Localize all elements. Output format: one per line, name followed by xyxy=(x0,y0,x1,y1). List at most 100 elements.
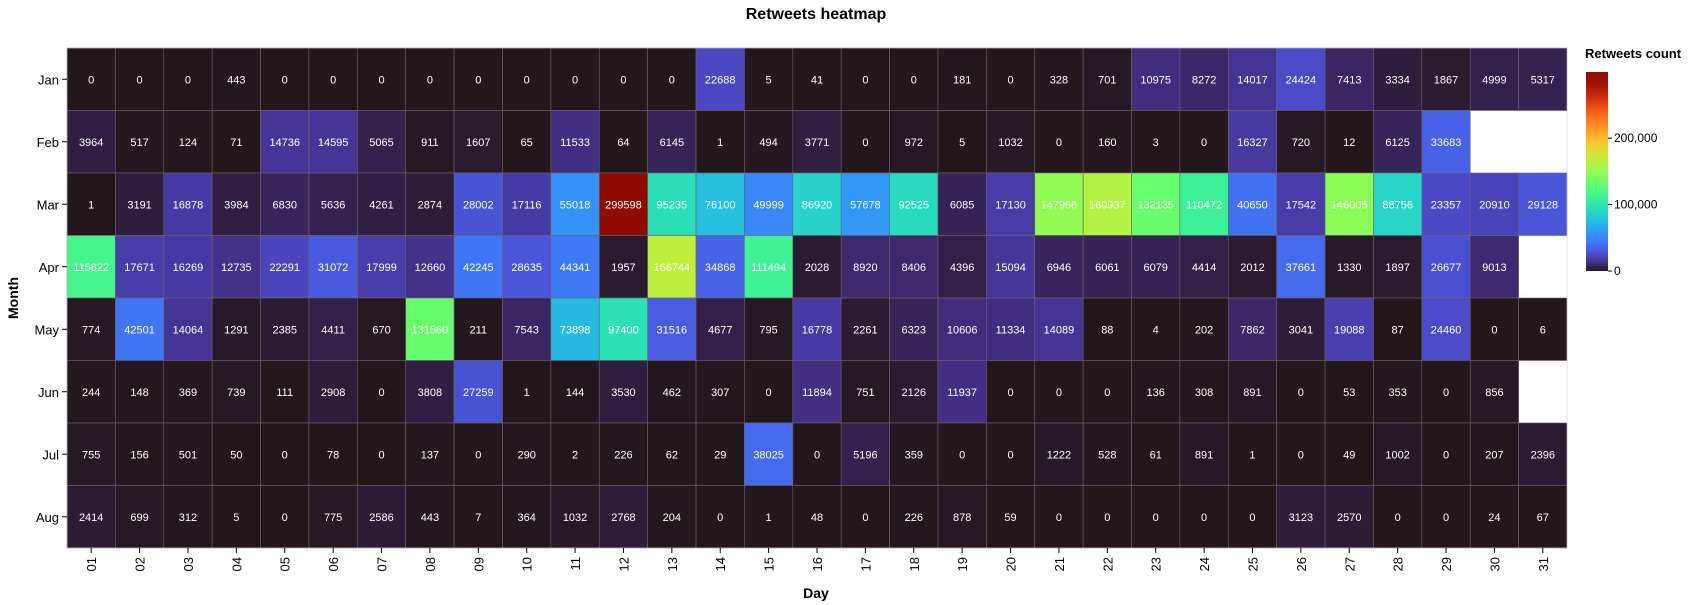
cell-value-label: 17542 xyxy=(1286,199,1317,211)
heatmap-cell xyxy=(1034,47,1084,111)
cell-value-label: 528 xyxy=(1098,449,1116,461)
cell-value-label: 3984 xyxy=(224,199,248,211)
heatmap-cell xyxy=(986,422,1036,486)
cell-value-label: 160937 xyxy=(1089,199,1126,211)
heatmap-cell xyxy=(550,360,600,424)
x-tick-label: 14 xyxy=(713,557,728,571)
heatmap-cell xyxy=(1421,172,1471,236)
cell-value-label: 8406 xyxy=(902,262,926,274)
cell-value-label: 0 xyxy=(862,512,868,524)
cell-value-label: 1330 xyxy=(1337,262,1361,274)
heatmap-cell xyxy=(1082,110,1132,174)
heatmap-cells: 0 0 0 443 0 0 0 0 0 0 0 0 0 22688 5 41 0 0 181 0 328 701 10975… xyxy=(66,47,1568,549)
x-axis: 01 02 03 04 05 06 07 08 09 10 11 12 13 14 15 16 17 18 19 20… xyxy=(84,548,1551,571)
heatmap-cell xyxy=(792,360,842,424)
cell-value-label: 0 xyxy=(1201,512,1207,524)
cell-value-label: 76100 xyxy=(705,199,736,211)
cell-value-label: 3334 xyxy=(1385,74,1409,86)
cell-value-label: 0 xyxy=(1443,449,1449,461)
cell-value-label: 4261 xyxy=(369,199,393,211)
heatmap-cell xyxy=(1518,297,1568,361)
cell-value-label: 22688 xyxy=(705,74,736,86)
heatmap-cell xyxy=(1179,110,1229,174)
heatmap-cell xyxy=(405,110,455,174)
x-tick-label: 01 xyxy=(84,557,99,571)
cell-value-label: 37661 xyxy=(1286,262,1317,274)
heatmap-cell xyxy=(1034,297,1084,361)
cell-value-label: 226 xyxy=(614,449,632,461)
cell-value-label: 3808 xyxy=(418,387,442,399)
cell-value-label: 0 xyxy=(1104,387,1110,399)
x-tick-label: 15 xyxy=(762,557,777,571)
heatmap-cell xyxy=(1373,172,1423,236)
y-tick-label: Jan xyxy=(38,72,59,87)
heatmap-cell xyxy=(1469,235,1519,299)
cell-value-label: 64 xyxy=(617,137,629,149)
heatmap-cell xyxy=(744,235,794,299)
x-tick-label: 07 xyxy=(375,557,390,571)
heatmap-cell xyxy=(550,422,600,486)
x-tick-label: 05 xyxy=(278,557,293,571)
heatmap-cell xyxy=(66,297,116,361)
cell-value-label: 20910 xyxy=(1479,199,1510,211)
cell-value-label: 443 xyxy=(421,512,439,524)
heatmap-cell xyxy=(744,422,794,486)
heatmap-cell xyxy=(937,47,987,111)
legend-tick-label: 200,000 xyxy=(1614,131,1658,145)
cell-value-label: 0 xyxy=(378,387,384,399)
cell-value-label: 2126 xyxy=(902,387,926,399)
heatmap-cell xyxy=(1421,235,1471,299)
heatmap-cell xyxy=(260,47,310,111)
heatmap-cell xyxy=(1373,110,1423,174)
y-tick-label: Jul xyxy=(42,447,59,462)
heatmap-cell xyxy=(211,360,261,424)
heatmap-cell xyxy=(1179,297,1229,361)
heatmap-cell xyxy=(308,47,358,111)
heatmap-cell xyxy=(115,47,165,111)
heatmap-cell xyxy=(453,422,503,486)
x-tick-label: 21 xyxy=(1052,557,1067,571)
cell-value-label: 0 xyxy=(475,74,481,86)
heatmap-cell xyxy=(163,235,213,299)
cell-value-label: 0 xyxy=(282,449,288,461)
cell-value-label: 2261 xyxy=(853,324,877,336)
heatmap-cell xyxy=(1179,360,1229,424)
heatmap-cell xyxy=(889,47,939,111)
cell-value-label: 6830 xyxy=(272,199,296,211)
x-axis-label: Day xyxy=(803,585,829,601)
heatmap-cell xyxy=(66,172,116,236)
cell-value-label: 443 xyxy=(227,74,245,86)
heatmap-cell xyxy=(502,297,552,361)
x-tick-label: 06 xyxy=(326,557,341,571)
heatmap-cell xyxy=(647,297,697,361)
cell-value-label: 0 xyxy=(620,74,626,86)
cell-value-label: 146005 xyxy=(1331,199,1368,211)
cell-value-label: 0 xyxy=(475,449,481,461)
cell-value-label: 307 xyxy=(711,387,729,399)
cell-value-label: 95235 xyxy=(657,199,688,211)
cell-value-label: 0 xyxy=(427,74,433,86)
heatmap-cell xyxy=(1518,485,1568,549)
cell-value-label: 59 xyxy=(1004,512,1016,524)
cell-value-label: 1607 xyxy=(466,137,490,149)
x-tick-label: 11 xyxy=(568,557,583,571)
cell-value-label: 312 xyxy=(179,512,197,524)
heatmap-cell xyxy=(211,110,261,174)
cell-value-label: 0 xyxy=(862,137,868,149)
heatmap-cell xyxy=(1518,422,1568,486)
cell-value-label: 0 xyxy=(524,74,530,86)
cell-value-label: 14595 xyxy=(318,137,349,149)
heatmap-cell xyxy=(260,422,310,486)
heatmap-cell xyxy=(357,172,407,236)
heatmap-cell xyxy=(695,297,745,361)
cell-value-label: 53 xyxy=(1343,387,1355,399)
cell-value-label: 44341 xyxy=(560,262,591,274)
heatmap-cell xyxy=(357,485,407,549)
cell-value-label: 2 xyxy=(572,449,578,461)
cell-value-label: 11894 xyxy=(802,387,832,399)
heatmap-cell xyxy=(66,422,116,486)
cell-value-label: 0 xyxy=(378,449,384,461)
cell-value-label: 49999 xyxy=(753,199,784,211)
cell-value-label: 364 xyxy=(517,512,535,524)
cell-value-label: 299598 xyxy=(605,199,642,211)
